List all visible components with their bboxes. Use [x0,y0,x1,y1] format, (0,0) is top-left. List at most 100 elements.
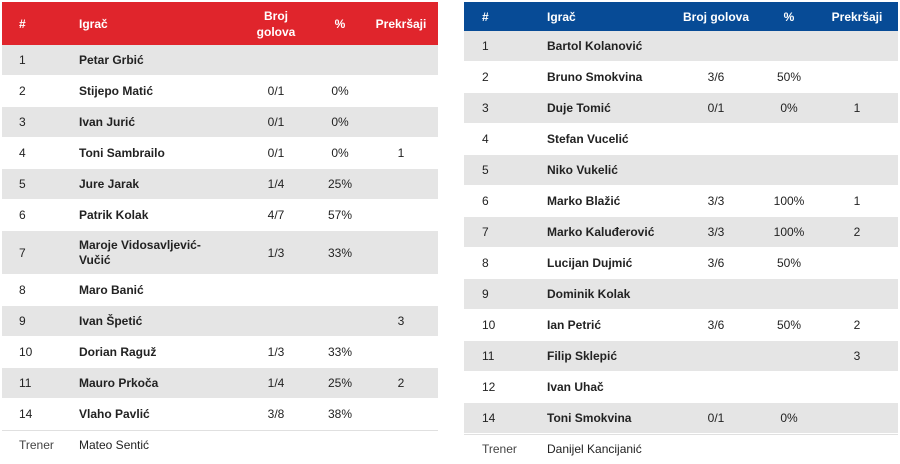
player-fouls: 1 [853,194,861,208]
player-percent: 38% [327,407,353,421]
player-percent: 57% [327,208,353,222]
player-goals: 4/7 [267,208,285,222]
player-goals: 3/3 [707,194,725,208]
player-name: Bruno Smokvina [547,70,643,84]
table-row: 1 Petar Grbić [2,45,438,76]
player-number: 14 [19,407,33,421]
player-number: 5 [482,163,489,177]
table-row: 14 Toni Smokvina 0/1 0% [464,403,898,434]
table-row: 10 Ian Petrić 3/6 50% 2 [464,310,898,341]
table-row: 2 Stijepo Matić 0/1 0% [2,76,438,107]
player-name: Stefan Vucelić [547,132,629,146]
player-percent: 0% [331,84,349,98]
player-goals: 3/6 [707,256,725,270]
player-percent: 33% [327,345,353,359]
table-row: 6 Marko Blažić 3/3 100% 1 [464,186,898,217]
player-percent: 0% [780,411,798,425]
coach-label: Trener [482,442,517,456]
player-percent: 50% [776,70,802,84]
player-number: 5 [19,177,26,191]
header-number: # [482,9,489,24]
player-number: 2 [19,84,26,98]
player-percent: 50% [776,256,802,270]
player-name: Toni Smokvina [547,411,632,425]
player-percent: 33% [327,245,353,260]
player-fouls: 1 [853,101,861,115]
player-name: Ivan Uhač [547,380,604,394]
table-row: 11 Filip Sklepić 3 [464,341,898,372]
header-fouls: Prekršaji [375,16,427,31]
player-number: 4 [482,132,489,146]
player-goals: 1/3 [267,245,285,260]
player-goals: 3/3 [707,225,725,239]
player-name: Maro Banić [79,283,144,297]
table-row: 5 Jure Jarak 1/4 25% [2,169,438,200]
table-row: 14 Vlaho Pavlić 3/8 38% [2,399,438,430]
player-number: 11 [482,349,495,363]
table-row: 5 Niko Vukelić [464,155,898,186]
player-fouls: 2 [853,225,861,239]
player-fouls: 1 [397,146,405,160]
player-goals: 1/4 [267,376,285,390]
player-number: 8 [482,256,489,270]
player-percent: 100% [773,225,805,239]
table-row: 4 Toni Sambrailo 0/1 0% 1 [2,138,438,169]
player-percent: 0% [331,115,349,129]
table-row: 3 Ivan Jurić 0/1 0% [2,107,438,138]
player-number: 8 [19,283,26,297]
table-row: 6 Patrik Kolak 4/7 57% [2,200,438,231]
player-number: 6 [482,194,489,208]
header-player: Igrač [547,9,576,24]
header-percent: % [783,9,795,24]
player-percent: 50% [776,318,802,332]
player-name: Maroje Vidosavljević-Vučić [79,237,201,267]
player-goals: 0/1 [707,101,725,115]
player-name: Duje Tomić [547,101,611,115]
player-fouls: 2 [397,376,405,390]
header-percent: % [334,16,346,31]
player-fouls: 2 [853,318,861,332]
table-row: 7 Maroje Vidosavljević-Vučić 1/3 33% [2,231,438,275]
player-number: 12 [482,380,496,394]
player-name: Jure Jarak [79,177,140,191]
player-name: Patrik Kolak [79,208,149,222]
table-row: 1 Bartol Kolanović [464,31,898,62]
player-percent: 0% [331,146,349,160]
header-fouls: Prekršaji [831,9,883,24]
player-percent: 100% [773,194,805,208]
player-name: Ian Petrić [547,318,602,332]
table-header: # Igrač Broj golova % Prekršaji [2,2,438,45]
table-row: 4 Stefan Vucelić [464,124,898,155]
player-goals: 1/4 [267,177,285,191]
player-number: 9 [482,287,489,301]
table-header: # Igrač Broj golova % Prekršaji [464,2,898,31]
player-name: Dorian Raguž [79,345,157,359]
table-row: 10 Dorian Raguž 1/3 33% [2,337,438,368]
player-percent: 0% [780,101,798,115]
header-player: Igrač [79,16,108,31]
player-number: 10 [19,345,33,359]
player-number: 9 [19,314,26,328]
player-number: 6 [19,208,26,222]
player-goals: 1/3 [267,345,285,359]
player-name: Petar Grbić [79,53,144,67]
coach-label: Trener [19,438,54,452]
table-row: 8 Maro Banić [2,275,438,306]
player-goals: 0/1 [267,115,285,129]
table-row: 7 Marko Kaluđerović 3/3 100% 2 [464,217,898,248]
player-goals: 0/1 [267,146,285,160]
player-name: Mauro Prkoča [79,376,159,390]
player-goals: 0/1 [707,411,725,425]
player-name: Ivan Špetić [79,314,143,328]
table-row: 12 Ivan Uhač [464,372,898,403]
player-number: 2 [482,70,489,84]
player-name: Stijepo Matić [79,84,154,98]
player-number: 10 [482,318,496,332]
table-row: 9 Dominik Kolak [464,279,898,310]
home-team-table: # Igrač Broj golova % Prekršaji 1 Petar G… [2,2,438,460]
player-name: Niko Vukelić [547,163,618,177]
player-number: 3 [482,101,489,115]
player-number: 7 [19,245,26,260]
table-row: 8 Lucijan Dujmić 3/6 50% [464,248,898,279]
player-number: 1 [19,53,26,67]
